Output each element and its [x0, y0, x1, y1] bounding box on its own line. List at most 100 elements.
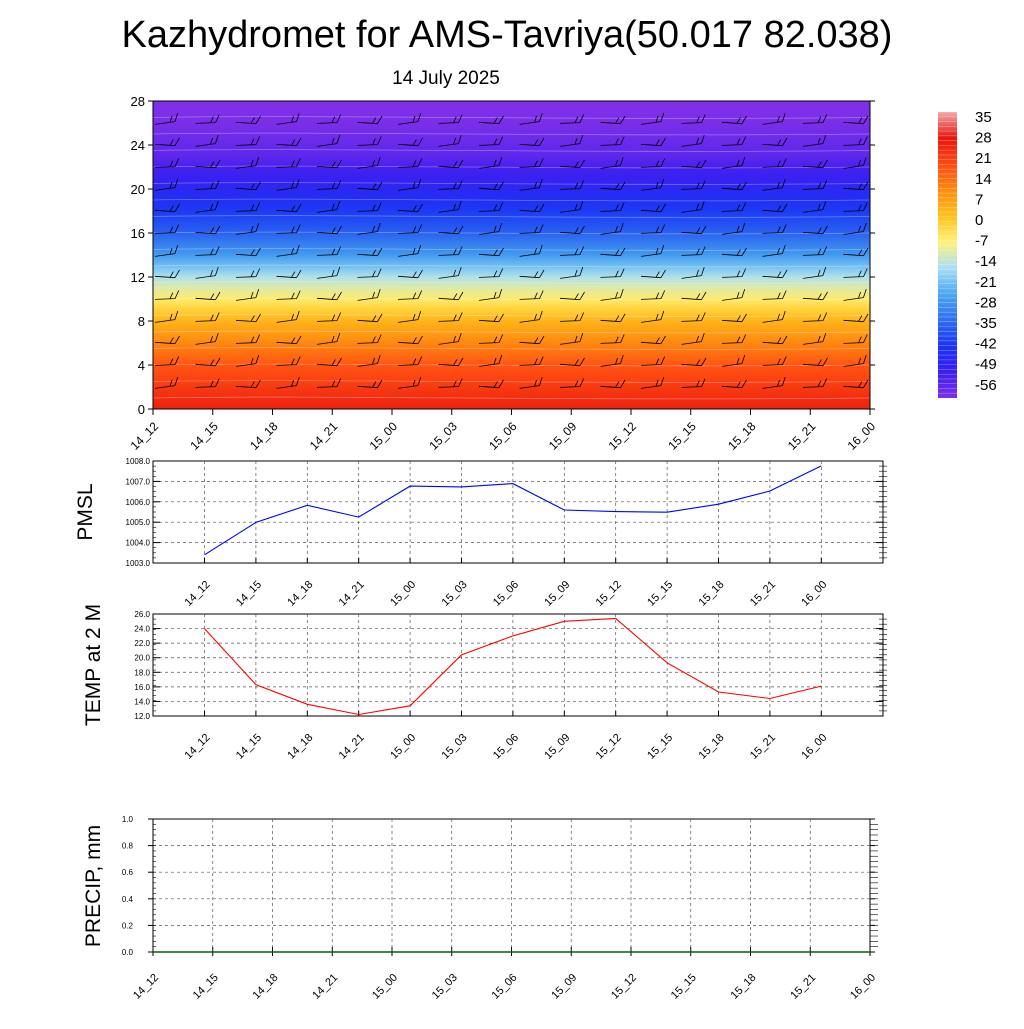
wind-barb: [641, 245, 665, 257]
heatmap-y-tick-label: 16: [131, 226, 145, 241]
wind-barb: [397, 203, 423, 213]
wind-barb: [195, 357, 221, 367]
wind-barb: [438, 201, 462, 213]
colorbar-label: 0: [975, 212, 983, 229]
wind-barb: [317, 333, 341, 345]
wind-barb: [721, 379, 747, 389]
wind-barb: [559, 357, 585, 367]
wind-barb: [640, 203, 666, 213]
heatmap-y-tick-label: 24: [131, 138, 145, 153]
heatmap-y-tick-label: 8: [138, 314, 145, 329]
panel-x-tick-label: 14_15: [234, 732, 264, 762]
heatmap-contour: [152, 231, 871, 235]
wind-barb: [600, 247, 626, 257]
wind-barb: [519, 179, 543, 191]
wind-barb: [235, 268, 261, 278]
wind-barb: [357, 223, 381, 235]
colorbar-label: -56: [975, 377, 997, 394]
heatmap-x-tick-label: 15_18: [725, 419, 759, 453]
panel-x-tick-label: 15_15: [645, 732, 675, 762]
wind-barb: [236, 289, 260, 301]
wind-barb: [438, 135, 462, 147]
wind-barb: [316, 246, 342, 256]
wind-barb: [154, 158, 180, 168]
wind-barb: [357, 268, 382, 278]
heatmap-contour: [152, 116, 871, 119]
wind-barb: [478, 334, 504, 344]
wind-barb: [802, 291, 828, 301]
panel-y-tick-label: 1003.0: [126, 559, 151, 568]
panel-x-tick-label: 15_18: [697, 579, 727, 609]
wind-barb: [681, 246, 706, 256]
wind-barb: [843, 313, 869, 323]
wind-barb: [357, 115, 383, 125]
wind-barb: [802, 357, 828, 367]
wind-barb: [479, 289, 503, 301]
panel-y-tick-label: 18.0: [134, 668, 150, 677]
wind-barb: [762, 335, 788, 345]
wind-barb: [195, 291, 221, 301]
wind-barb: [276, 290, 301, 300]
colorbar-label: 28: [975, 130, 992, 147]
wind-barb: [397, 269, 423, 279]
wind-barb: [762, 311, 786, 323]
wind-barb: [478, 313, 504, 323]
wind-barb: [559, 291, 585, 301]
panel-x-tick-label: 14_15: [234, 579, 264, 609]
wind-barb: [438, 246, 463, 256]
wind-barb: [802, 180, 828, 190]
panel-y-tick-label: 24.0: [134, 625, 150, 634]
panel-x-tick-label: 14_18: [251, 972, 281, 1002]
panel-x-tick-label: 14_12: [183, 579, 213, 609]
wind-barb: [276, 356, 301, 366]
chart-title: Kazhydromet for AMS-Tavriya(50.017 82.03…: [122, 14, 893, 56]
panel-y-tick-label: 0.0: [122, 948, 134, 957]
wind-barb: [397, 158, 423, 168]
wind-barb: [843, 115, 869, 125]
colorbar-label: 14: [975, 171, 992, 188]
wind-barb: [681, 114, 706, 124]
wind-barb: [721, 313, 747, 323]
wind-barb: [276, 158, 301, 168]
wind-barb: [843, 268, 868, 278]
heatmap-y-tick-label: 28: [131, 94, 145, 109]
wind-barb: [357, 181, 383, 191]
wind-barb: [681, 201, 705, 213]
panel-x-tick-label: 15_06: [491, 732, 521, 762]
heatmap-x-tick-label: 14_12: [128, 419, 162, 453]
wind-barb: [479, 223, 503, 235]
heatmap-x-tick-label: 15_12: [606, 419, 640, 453]
wind-barb: [154, 137, 180, 147]
wind-barb: [438, 267, 462, 279]
wind-barb: [762, 113, 786, 125]
panel-y-tick-label: 1007.0: [126, 477, 151, 486]
wind-barb: [235, 136, 261, 146]
wind-barb: [560, 333, 584, 345]
wind-barb: [803, 201, 827, 213]
wind-barb: [721, 334, 747, 344]
colorbar-label: -35: [975, 315, 997, 332]
heatmap-contour: [152, 215, 871, 218]
wind-barb: [640, 158, 666, 168]
wind-barb: [357, 157, 381, 169]
wind-barb: [803, 267, 827, 279]
wind-barb: [155, 113, 179, 125]
wind-barb: [479, 355, 503, 367]
wind-barb: [438, 291, 464, 301]
heatmap-x-tick-label: 15_03: [426, 419, 460, 453]
panel-x-tick-label: 15_06: [491, 579, 521, 609]
panel-x-tick-label: 15_03: [440, 579, 470, 609]
heatmap-contour: [152, 347, 871, 350]
wind-barb: [235, 247, 261, 257]
panel-y-tick-label: 22.0: [134, 639, 150, 648]
wind-barb: [559, 159, 585, 169]
wind-barb: [802, 225, 828, 235]
panel-x-tick-label: 14_12: [183, 732, 213, 762]
panel-x-tick-label: 15_09: [542, 579, 572, 609]
wind-barb: [397, 356, 423, 366]
wind-barb: [559, 225, 585, 235]
wind-barb: [681, 159, 707, 169]
wind-barb: [195, 333, 219, 345]
colorbar-label: 35: [975, 109, 992, 126]
